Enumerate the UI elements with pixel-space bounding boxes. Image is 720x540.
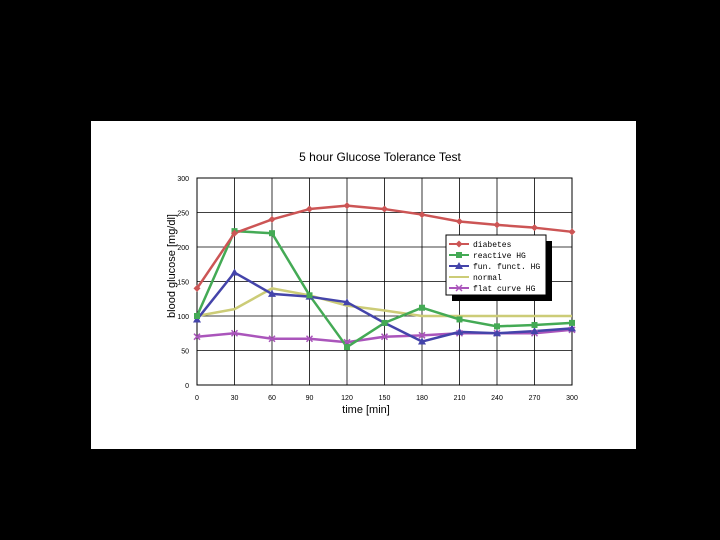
y-tick-label: 250 [177,211,189,218]
x-tick-label: 210 [454,395,466,402]
marker-stroke [230,329,239,337]
data-point [493,221,501,229]
marker-stroke [305,335,314,343]
data-point [343,298,351,306]
data-point [268,289,276,297]
data-point [305,335,314,343]
y-tick-label: 0 [185,383,189,390]
x-tick-label: 240 [491,395,503,402]
data-point [568,228,576,236]
series-line [196,287,572,318]
legend-marker [455,240,463,248]
data-point [569,319,575,326]
data-point [493,329,501,337]
data-point [418,337,426,345]
legend-marker [455,262,463,269]
marker-stroke [418,331,426,339]
data-point [343,202,351,210]
legend-label: flat curve HG [473,285,536,294]
data-point [531,321,538,328]
legend-label: fun. funct. HG [473,263,540,272]
data-point [193,284,201,292]
data-point [230,329,239,337]
data-point [531,224,538,232]
legend-marker [455,284,463,292]
data-point [418,331,426,339]
x-tick-label: 120 [341,395,353,402]
data-point [269,230,275,237]
y-tick-label: 50 [181,349,189,356]
data-point [419,304,425,311]
marker-stroke [268,335,276,343]
line-chart: 5 hour Glucose Tolerance Test 0 50 100 150 2… [166,150,578,416]
legend-label: diabetes [473,241,512,250]
data-point [231,229,238,237]
legend-marker [456,252,462,258]
data-point [194,313,200,319]
data-point [455,327,464,335]
x-tick-label: 270 [529,395,541,402]
data-point [380,333,389,341]
x-tick-label: 60 [268,395,276,402]
data-point [268,335,276,343]
data-point [381,319,388,326]
y-tick-label: 300 [177,176,189,183]
data-point [456,217,463,225]
legend-label: reactive HG [473,252,526,261]
data-point [418,211,426,219]
x-tick-label: 300 [566,395,578,402]
marker-stroke [193,333,201,341]
x-axis-label: time [min] [342,404,390,416]
data-point [530,327,539,335]
data-point [306,292,313,299]
data-point [344,344,350,351]
chart-panel: 5 hour Glucose Tolerance Test 0 50 100 150 2… [91,121,636,449]
x-tick-label: 90 [306,395,314,402]
data-point [268,215,276,223]
data-point [456,316,463,323]
x-tick-label: 0 [195,395,199,402]
data-point [193,333,201,341]
chart-title: 5 hour Glucose Tolerance Test [299,150,461,164]
y-axis-label: blood glucose [mg/dl] [166,214,178,318]
y-tick-label: 150 [177,280,189,287]
x-tick-label: 150 [379,395,391,402]
y-tick-label: 200 [177,245,189,252]
legend-label: normal [473,274,502,283]
data-point [230,268,239,276]
data-point [568,324,576,332]
x-tick-label: 180 [416,395,428,402]
marker-stroke [455,284,463,292]
data-point [306,205,313,213]
data-point [494,323,500,330]
data-point [381,205,388,213]
y-tick-label: 100 [177,314,189,321]
legend: diabetes reactive HG fun. funct. HG normal f… [445,234,552,301]
x-tick-label: 30 [231,395,239,402]
marker-stroke [380,333,389,341]
